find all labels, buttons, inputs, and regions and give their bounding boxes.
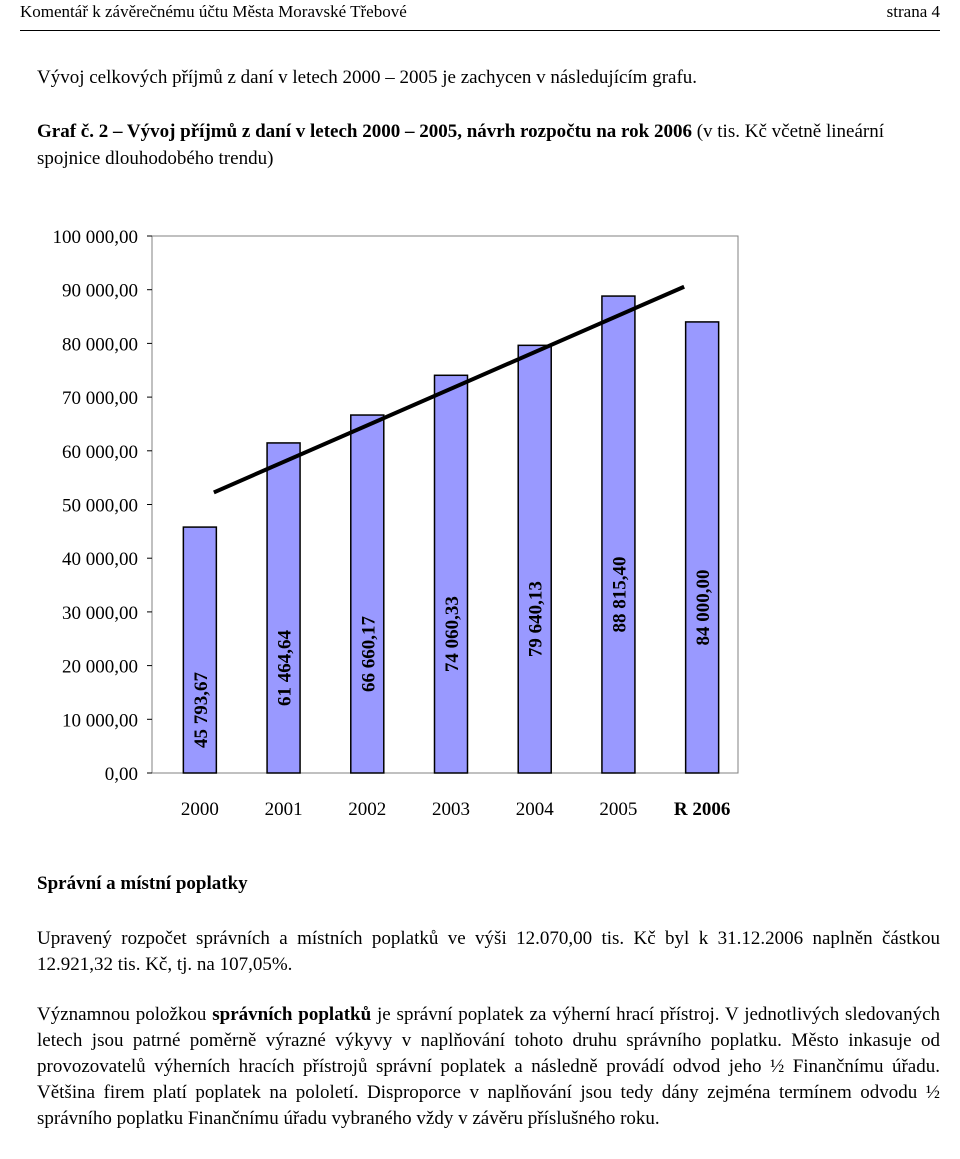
graph-caption: Graf č. 2 – Vývoj příjmů z daní v letech… <box>37 118 937 172</box>
paragraph2-post: je správní poplatek za výherní hrací pří… <box>37 1004 941 1129</box>
paragraph-fees-budget: Upravený rozpočet správních a místních p… <box>37 928 940 975</box>
bar <box>433 374 469 774</box>
y-tick-label: 10 000,00 <box>62 710 138 731</box>
y-tick-label: 30 000,00 <box>62 603 138 624</box>
section-title: Správní a místní poplatky <box>37 873 248 894</box>
x-category-label: 2002 <box>348 799 386 820</box>
graph-caption-bold: Graf č. 2 – Vývoj příjmů z daní v letech… <box>37 121 692 142</box>
x-category-label: 2004 <box>516 799 555 820</box>
paragraph2-pre: Významnou položkou <box>37 1004 213 1025</box>
bar-data-label: 61 464,64 <box>275 629 296 706</box>
bar <box>601 295 636 774</box>
y-tick-label: 90 000,00 <box>62 281 138 302</box>
bar <box>182 526 218 774</box>
x-category-label: 2003 <box>432 799 470 820</box>
y-tick-label: 70 000,00 <box>62 388 138 409</box>
page-header: Komentář k závěrečnému účtu Města Moravs… <box>20 0 940 31</box>
x-category-label: 2000 <box>181 799 219 820</box>
y-tick-label: 0,00 <box>105 764 138 785</box>
bar-data-label: 66 660,17 <box>358 616 379 693</box>
bar-data-label: 74 060,33 <box>442 596 463 672</box>
bar <box>684 321 720 774</box>
paragraph2-bold: správních poplatků <box>212 1004 372 1025</box>
page-number: strana 4 <box>886 2 940 21</box>
trendline <box>213 284 685 495</box>
header-title: Komentář k závěrečnému účtu Města Moravs… <box>20 2 407 21</box>
x-category-label: 2005 <box>599 799 637 820</box>
bar-data-label: 88 815,40 <box>609 557 630 633</box>
bar-data-label: 79 640,13 <box>526 581 547 657</box>
y-tick-label: 80 000,00 <box>62 334 138 355</box>
y-tick-label: 60 000,00 <box>62 442 138 463</box>
y-tick-label: 100 000,00 <box>53 227 139 248</box>
tax-revenue-chart: 0,00 10 000,00 20 000,00 30 000,00 40 000,00… <box>53 227 739 820</box>
bar <box>517 344 552 774</box>
y-tick-label: 50 000,00 <box>62 496 138 517</box>
bar <box>266 442 301 774</box>
graph-caption-normal: (v tis. Kč včetně lineární spojnice dlou… <box>37 121 884 169</box>
intro-text: Vývoj celkových příjmů z daní v letech 2… <box>37 67 698 88</box>
paragraph-gaming-fees: Významnou položkou správních poplatků je… <box>37 1002 940 1132</box>
bar <box>350 414 385 774</box>
x-category-label: 2001 <box>265 799 303 820</box>
y-tick-label: 40 000,00 <box>62 549 138 570</box>
x-category-label: R 2006 <box>674 799 730 820</box>
bar-data-label: 45 793,67 <box>191 672 212 749</box>
y-tick-label: 20 000,00 <box>62 657 138 678</box>
bar-data-label: 84 000,00 <box>693 569 714 645</box>
